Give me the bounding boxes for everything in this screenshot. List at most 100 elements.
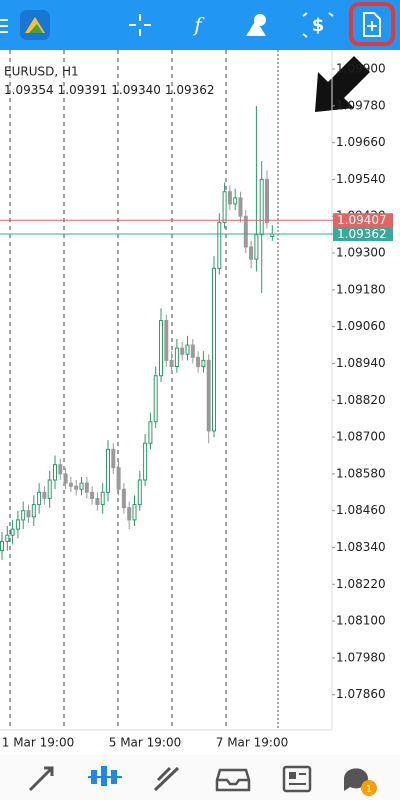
price-tag (333, 227, 393, 242)
candle-body (137, 479, 142, 506)
candle-body (10, 528, 15, 536)
candle-body (47, 479, 52, 499)
y-tick-label: 1.07860 (336, 687, 386, 701)
candle-body (68, 482, 73, 487)
bottom-nav (0, 755, 400, 800)
symbol-label: EURUSD, H1 (4, 65, 79, 79)
candle-body (53, 464, 57, 481)
toolbar (0, 0, 400, 50)
candle-body (116, 467, 121, 490)
candle-body (132, 504, 137, 521)
crosshair-button[interactable] (129, 14, 151, 36)
trade-tab[interactable] (153, 766, 180, 792)
ohlc-value: 1.09340 (111, 83, 161, 97)
chart: EURUSD, H1 1.09354 1.09391 1.09340 1.093621… (0, 50, 393, 750)
y-tick-label: 1.09300 (336, 246, 386, 260)
candle-body (15, 519, 20, 530)
candle-body (121, 488, 126, 509)
period-separators (9, 50, 227, 730)
menu-button[interactable] (0, 19, 8, 33)
price-tag (333, 213, 393, 228)
candle-body (180, 347, 185, 355)
candle-body (90, 491, 95, 499)
candle-body (206, 359, 211, 432)
y-tick-label: 1.08580 (336, 466, 386, 480)
quotes-tab[interactable] (28, 766, 54, 792)
candle-body (174, 347, 179, 368)
candle-body (196, 356, 201, 368)
candle-body (100, 491, 105, 506)
candle-body (217, 221, 222, 269)
y-tick-label: 1.09060 (336, 319, 386, 333)
price-tag-label: 1.09407 (337, 213, 387, 227)
candle-body (84, 482, 89, 493)
y-tick-label: 1.08820 (336, 393, 386, 407)
candle-body (37, 491, 42, 506)
history-tab[interactable] (215, 768, 251, 792)
y-tick-label: 1.09780 (336, 98, 386, 112)
news-tab[interactable] (282, 765, 312, 793)
candle-body (95, 497, 100, 506)
candle-body (58, 464, 63, 475)
y-tick-label: 1.08700 (336, 430, 386, 444)
candle-body (222, 191, 227, 223)
candle-body (164, 320, 169, 361)
y-tick-label: 1.08100 (336, 614, 386, 628)
candle-body (0, 540, 4, 552)
objects-button[interactable] (246, 14, 266, 36)
candle-body (233, 197, 238, 205)
candle-body (243, 215, 248, 248)
candle-body (190, 344, 195, 358)
candle-body (31, 504, 36, 518)
candle-body (169, 359, 174, 368)
candle-body (148, 421, 153, 444)
app-logo[interactable] (20, 10, 50, 40)
y-tick-label: 1.09660 (336, 135, 386, 149)
candle-body (259, 178, 264, 236)
candle-body (21, 510, 26, 521)
candle-body (106, 448, 110, 493)
badge: 1 (366, 784, 372, 795)
candle-body (111, 448, 116, 469)
trade-button[interactable]: $ (302, 12, 334, 38)
pointer-arrow (315, 56, 370, 112)
y-tick-label: 1.09900 (336, 62, 386, 76)
candle-body (201, 359, 206, 368)
ohlc-header: 1.09354 1.09391 1.09340 1.09362 (4, 83, 215, 97)
candle-body (143, 442, 148, 481)
y-tick-label: 1.07980 (336, 650, 386, 664)
candle-body (265, 178, 269, 223)
messages-tab[interactable]: 1 (344, 768, 377, 796)
ohlc-value: 1.09354 (4, 83, 54, 97)
candle-body (249, 246, 254, 260)
x-tick-label: 1 Mar 19:00 (2, 736, 75, 750)
candle-body (238, 197, 243, 217)
x-tick-label: 5 Mar 19:00 (109, 736, 182, 750)
new-order-button[interactable] (349, 2, 395, 46)
y-tick-label: 1.08220 (336, 577, 386, 591)
chart-tab[interactable] (88, 766, 122, 786)
candle-body (42, 491, 47, 499)
svg-text:$: $ (312, 15, 325, 36)
ohlc-value: 1.09362 (165, 83, 215, 97)
x-tick-label: 7 Mar 19:00 (216, 736, 289, 750)
ohlc-value: 1.09391 (58, 83, 108, 97)
y-tick-label: 1.08340 (336, 540, 386, 554)
candle-body (185, 344, 190, 355)
candle-body (212, 267, 216, 432)
candle-body (79, 482, 84, 490)
candle-body (227, 191, 232, 205)
candle-body (74, 485, 79, 490)
candle-body (5, 534, 10, 542)
y-tick-label: 1.09540 (336, 172, 386, 186)
candle-body (26, 510, 31, 518)
y-tick-label: 1.08460 (336, 503, 386, 517)
candle-body (63, 473, 68, 484)
candle-body (159, 320, 163, 377)
candle-body (127, 507, 132, 521)
y-tick-label: 1.08940 (336, 356, 386, 370)
candle-body (153, 375, 158, 423)
y-tick-label: 1.09180 (336, 282, 386, 296)
candle-body (254, 234, 259, 260)
